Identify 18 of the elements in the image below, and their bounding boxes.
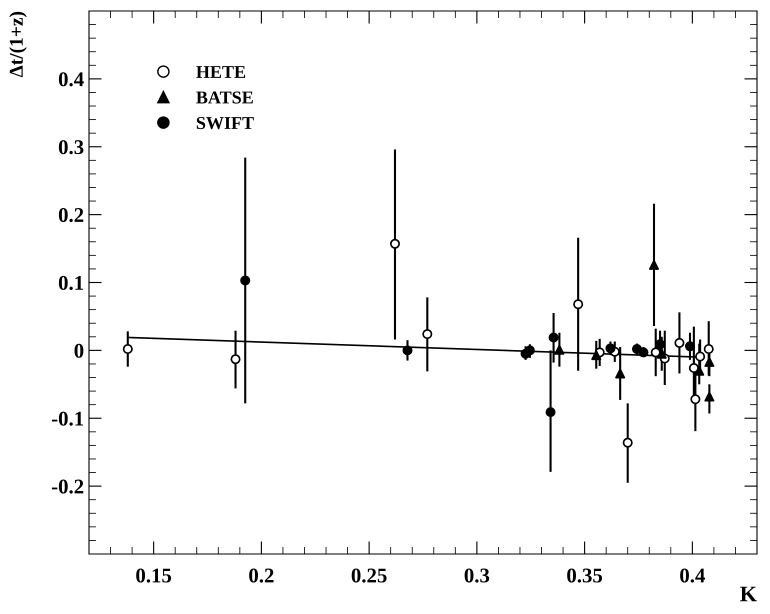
x-tick-label: 0.3 (464, 568, 490, 583)
x-tick-label: 0.35 (567, 568, 602, 583)
legend-label: HETE (196, 66, 246, 78)
legend-label: BATSE (196, 91, 253, 104)
y-tick-label: 0.4 (58, 72, 84, 86)
y-axis-title: Δt/(1+z) (9, 12, 27, 78)
x-tick-label: 0.15 (136, 568, 172, 583)
y-tick-label: 0.2 (58, 208, 84, 222)
y-tick-label: 0.3 (58, 140, 84, 154)
x-axis-title: K (740, 586, 757, 602)
x-tick-label: 0.4 (680, 568, 705, 583)
y-tick-label: -0.2 (52, 480, 84, 494)
y-tick-label: -0.1 (52, 412, 84, 426)
y-tick-label: 0.1 (58, 276, 84, 290)
y-tick-label: 0 (74, 344, 84, 358)
legend-label: SWIFT (196, 116, 254, 130)
x-tick-label: 0.2 (249, 568, 274, 583)
x-tick-label: 0.25 (352, 568, 387, 583)
